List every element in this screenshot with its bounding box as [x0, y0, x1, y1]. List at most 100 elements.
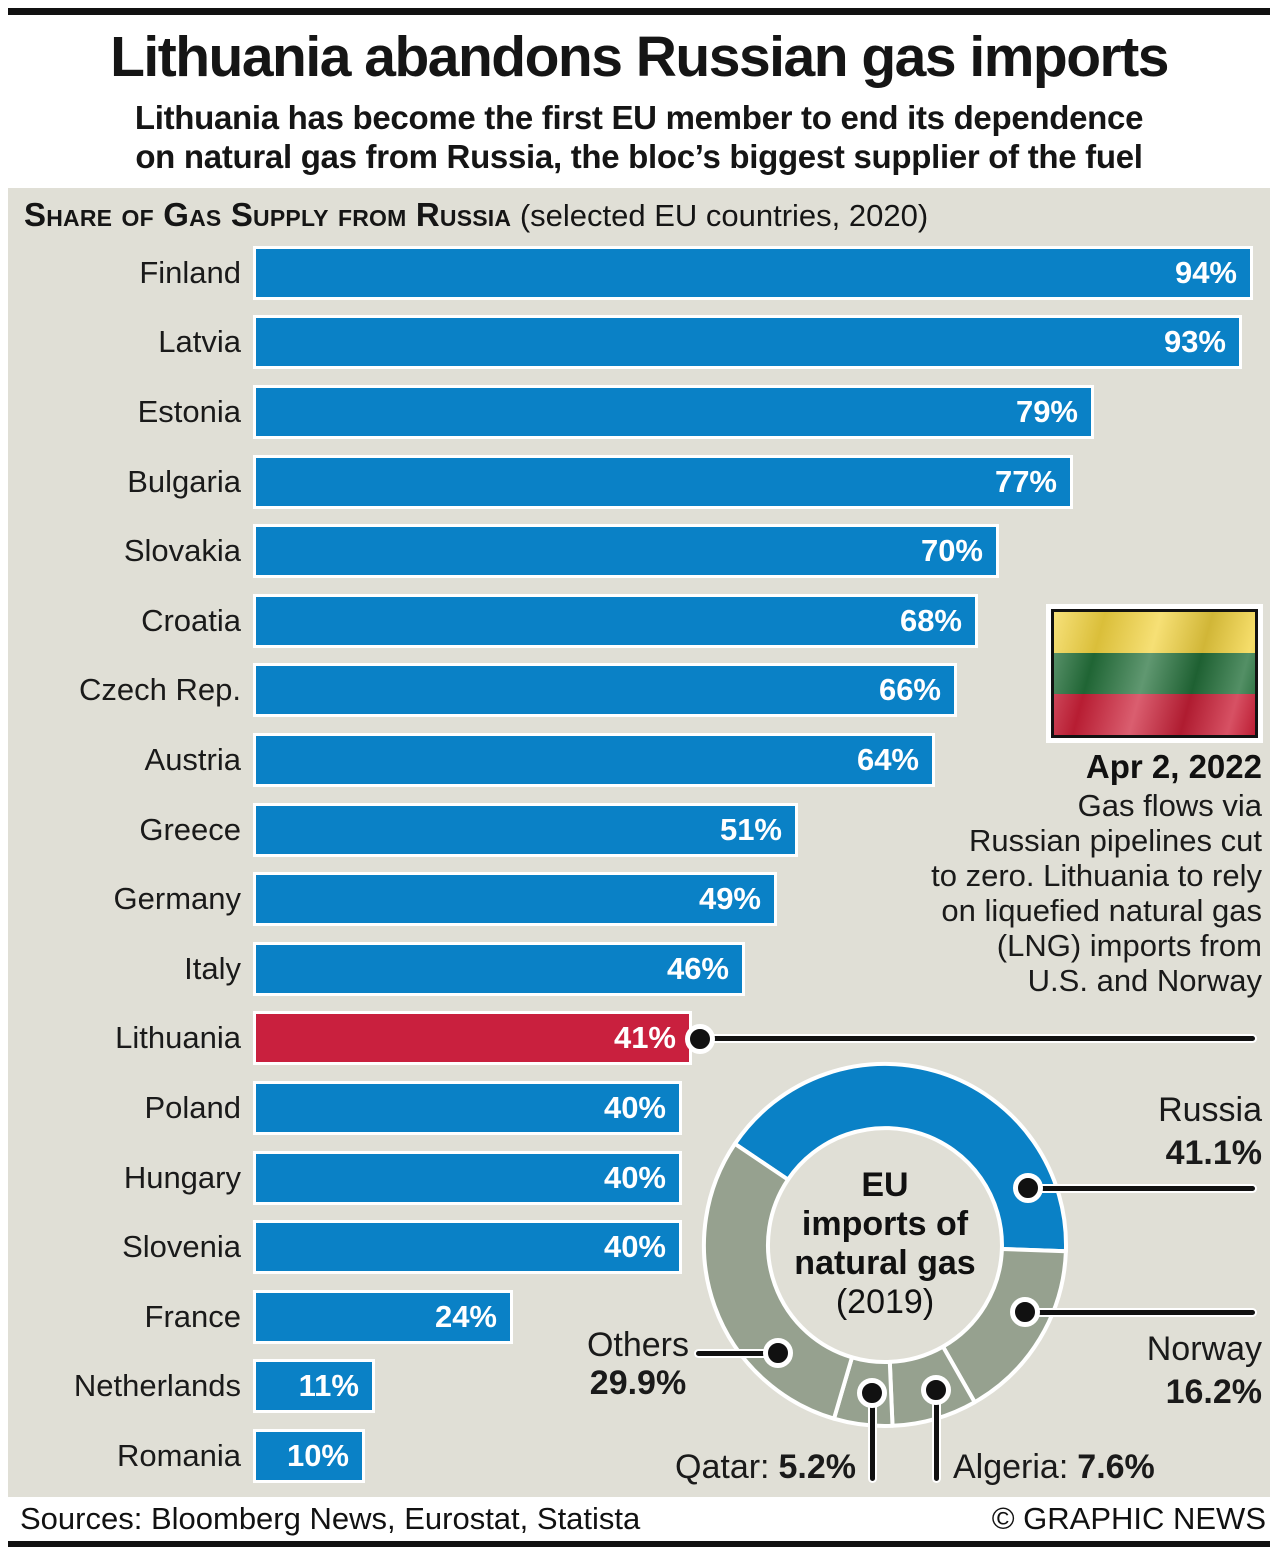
flag-stripe-yellow [1054, 612, 1255, 653]
bar-value: 46% [666, 950, 729, 986]
bar-track: 66% [253, 663, 1270, 718]
bar-row: Lithuania 41% [8, 1004, 1270, 1074]
norway-label: Norway [1146, 1330, 1262, 1368]
bar-value: 51% [719, 811, 782, 847]
bar-value: 64% [856, 741, 919, 777]
donut-center-text: EU imports of natural gas (2019) [735, 1166, 1035, 1322]
bar-label: Italy [184, 950, 241, 986]
bar: 68% [253, 593, 978, 648]
lithuania-callout-line [700, 1036, 1255, 1041]
bar: 51% [253, 802, 798, 857]
bar: 46% [253, 941, 745, 996]
bar-value: 93% [1163, 324, 1226, 360]
bar-row: Germany 49% [8, 864, 1270, 934]
qatar-label: Qatar: [675, 1448, 770, 1486]
bar-label: Latvia [158, 324, 241, 360]
bar-value: 10% [286, 1437, 349, 1473]
norway-callout-line [1025, 1310, 1255, 1315]
footer: Sources: Bloomberg News, Eurostat, Stati… [8, 1497, 1270, 1541]
top-rule [8, 8, 1270, 15]
bar-row: Croatia 68% [8, 586, 1270, 656]
bar-value: 40% [603, 1229, 666, 1265]
bar-row: Bulgaria 77% [8, 447, 1270, 517]
bar-value: 49% [698, 881, 761, 917]
bar-value: 68% [899, 602, 962, 638]
bar: 11% [253, 1359, 375, 1414]
chart-header-title: Share of Gas Supply from Russia [24, 196, 512, 233]
chart-header: Share of Gas Supply from Russia (selecte… [24, 196, 928, 235]
qatar-callout-line [870, 1393, 875, 1481]
bar-value: 66% [878, 672, 941, 708]
bar-value: 41% [613, 1020, 676, 1056]
bar-value: 24% [434, 1298, 497, 1334]
bar: 66% [253, 663, 957, 718]
algeria-callout-line [934, 1390, 939, 1481]
algeria-slice-label: Algeria: 7.6% [953, 1446, 1155, 1489]
chart-panel: Share of Gas Supply from Russia (selecte… [8, 188, 1270, 1497]
bar-row: Czech Rep. 66% [8, 656, 1270, 726]
bar-track: 64% [253, 732, 1270, 787]
page-title: Lithuania abandons Russian gas imports [110, 25, 1169, 89]
bar: 70% [253, 524, 999, 579]
russia-label: Russia [1158, 1091, 1262, 1129]
bar-track: 70% [253, 524, 1270, 579]
bar-label: Germany [113, 881, 241, 917]
bar: 24% [253, 1289, 513, 1344]
bar-label: Greece [139, 811, 241, 847]
donut-subtitle: (2019) [835, 1283, 935, 1321]
bar-value: 40% [603, 1089, 666, 1125]
bar-label: Poland [144, 1089, 241, 1125]
bar-label: Slovakia [123, 533, 241, 569]
bar: 10% [253, 1428, 365, 1483]
algeria-label: Algeria: [953, 1448, 1069, 1486]
bar: 94% [253, 245, 1253, 300]
footer-sources: Sources: Bloomberg News, Eurostat, Stati… [20, 1501, 641, 1536]
bar-track: 10% [253, 1428, 1270, 1483]
event-note: Gas flows via Russian pipelines cut to z… [931, 788, 1262, 998]
bar-label: Slovenia [122, 1229, 241, 1265]
bar: 79% [253, 384, 1094, 439]
flag-stripe-red [1054, 694, 1255, 735]
norway-value: 16.2% [1165, 1373, 1262, 1411]
bar-track: 41% [253, 1011, 1270, 1066]
bar-track: 11% [253, 1359, 1270, 1414]
bar-row: France 24% [8, 1282, 1270, 1352]
bar-row: Slovakia 70% [8, 516, 1270, 586]
flag-stripe-green [1054, 653, 1255, 694]
bar: 77% [253, 454, 1073, 509]
bar-value: 79% [1015, 393, 1078, 429]
russia-callout-dot [1013, 1173, 1043, 1203]
lithuania-flag-stripes [1051, 609, 1258, 738]
bar-value: 11% [298, 1368, 359, 1404]
bar: 40% [253, 1080, 682, 1135]
bar: 40% [253, 1150, 682, 1205]
bar: 40% [253, 1220, 682, 1275]
page-subtitle: Lithuania has become the first EU member… [134, 99, 1144, 175]
bar-track: 93% [253, 315, 1270, 370]
bar-label: Hungary [123, 1159, 241, 1195]
norway-callout-dot [1010, 1297, 1040, 1327]
bar-row: Estonia 79% [8, 377, 1270, 447]
bar-row: Slovenia 40% [8, 1212, 1270, 1282]
bar-label: Lithuania [115, 1020, 241, 1056]
others-value: 29.9% [589, 1364, 687, 1402]
bar-track: 40% [253, 1080, 1270, 1135]
bar-value: 94% [1174, 254, 1237, 290]
bar-label: Netherlands [73, 1368, 241, 1404]
bar-track: 79% [253, 384, 1270, 439]
bar-row: Latvia 93% [8, 308, 1270, 378]
bar-chart: Finland 94% Latvia 93% Estonia 79% Bulgaria 77%… [8, 238, 1270, 1491]
donut-title: EU imports of natural gas [794, 1166, 976, 1282]
bar-track: 94% [253, 245, 1270, 300]
bar-row: Netherlands 11% [8, 1352, 1270, 1422]
bar-label: Estonia [137, 393, 241, 429]
bar: 49% [253, 872, 777, 927]
bar-row: Austria 64% [8, 725, 1270, 795]
bar-label: Bulgaria [127, 463, 241, 499]
bar-row: Romania 10% [8, 1421, 1270, 1491]
donut-chart [701, 1061, 1068, 1428]
bar-label: Czech Rep. [79, 672, 241, 708]
bar-label: France [144, 1298, 241, 1334]
bar-label: Croatia [141, 602, 241, 638]
qatar-callout-dot [857, 1378, 887, 1408]
